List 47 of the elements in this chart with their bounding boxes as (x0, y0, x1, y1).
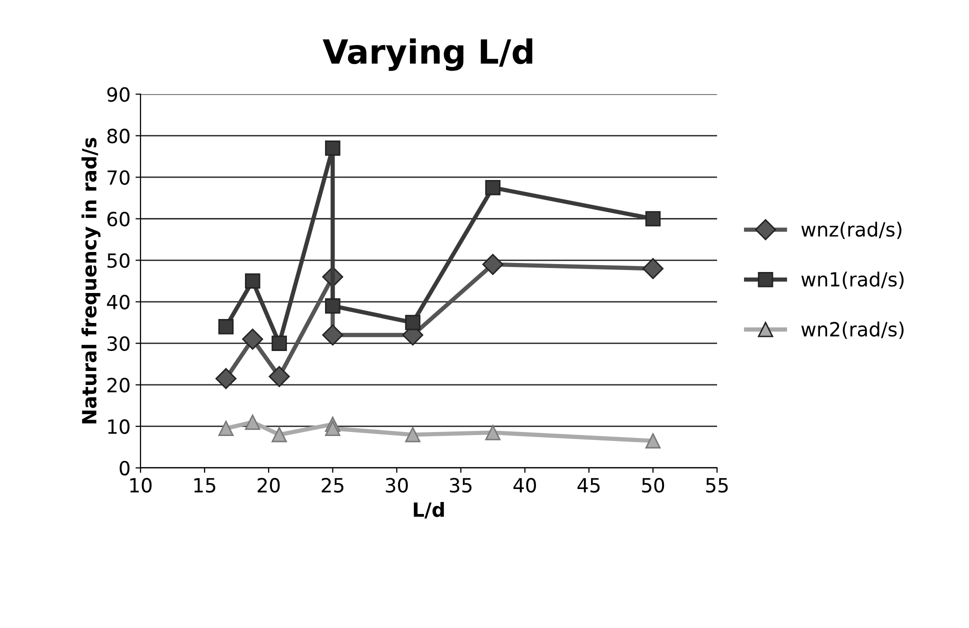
x-tick-label: 35 (450, 478, 472, 493)
point (322, 324, 344, 346)
y-tick-label: 30 (108, 336, 130, 351)
point (218, 420, 234, 436)
point (325, 420, 340, 436)
y-tick-label: 60 (107, 212, 130, 226)
x-axis-title: L/d (414, 502, 444, 519)
x-tick-label: 30 (386, 478, 408, 493)
point (244, 414, 260, 430)
y-tick-label: 40 (106, 294, 130, 310)
point (325, 140, 340, 156)
y-tick-label: 70 (108, 170, 130, 185)
point (485, 424, 500, 440)
point (482, 254, 504, 275)
point (405, 314, 420, 330)
point (218, 319, 234, 334)
x-tick-label: 15 (194, 478, 216, 493)
x-tick-label: 55 (706, 478, 728, 493)
x-tick-label: 10 (130, 478, 152, 493)
legend-label: wn2(rad/s) (801, 322, 904, 339)
y-tick-label: 90 (107, 87, 130, 102)
point (272, 427, 287, 442)
y-tick-label: 0 (120, 460, 130, 476)
point (645, 211, 661, 226)
x-tick-label: 45 (578, 478, 600, 493)
x-tick-label: 20 (258, 478, 280, 493)
point (645, 433, 661, 449)
point (485, 180, 500, 196)
x-tick-label: 50 (642, 478, 664, 493)
y-axis-title: Natural frequency in rad/s (82, 138, 100, 424)
point (242, 328, 264, 350)
point (325, 298, 340, 314)
y-tick-label: 10 (108, 419, 130, 434)
x-tick-label: 25 (322, 478, 344, 493)
point (272, 336, 287, 351)
point (642, 258, 664, 280)
point (268, 366, 290, 388)
legend-label: wnz(rad/s) (801, 222, 902, 240)
chart-title: Varying L/d (322, 38, 532, 71)
y-tick-label: 50 (108, 253, 130, 268)
point (405, 427, 420, 442)
y-tick-label: 80 (107, 128, 130, 144)
legend-label: wn1(rad/s) (801, 272, 904, 289)
y-tick-label: 20 (107, 378, 130, 392)
x-tick-label: 40 (513, 478, 536, 493)
point (244, 273, 260, 289)
point (215, 368, 236, 390)
